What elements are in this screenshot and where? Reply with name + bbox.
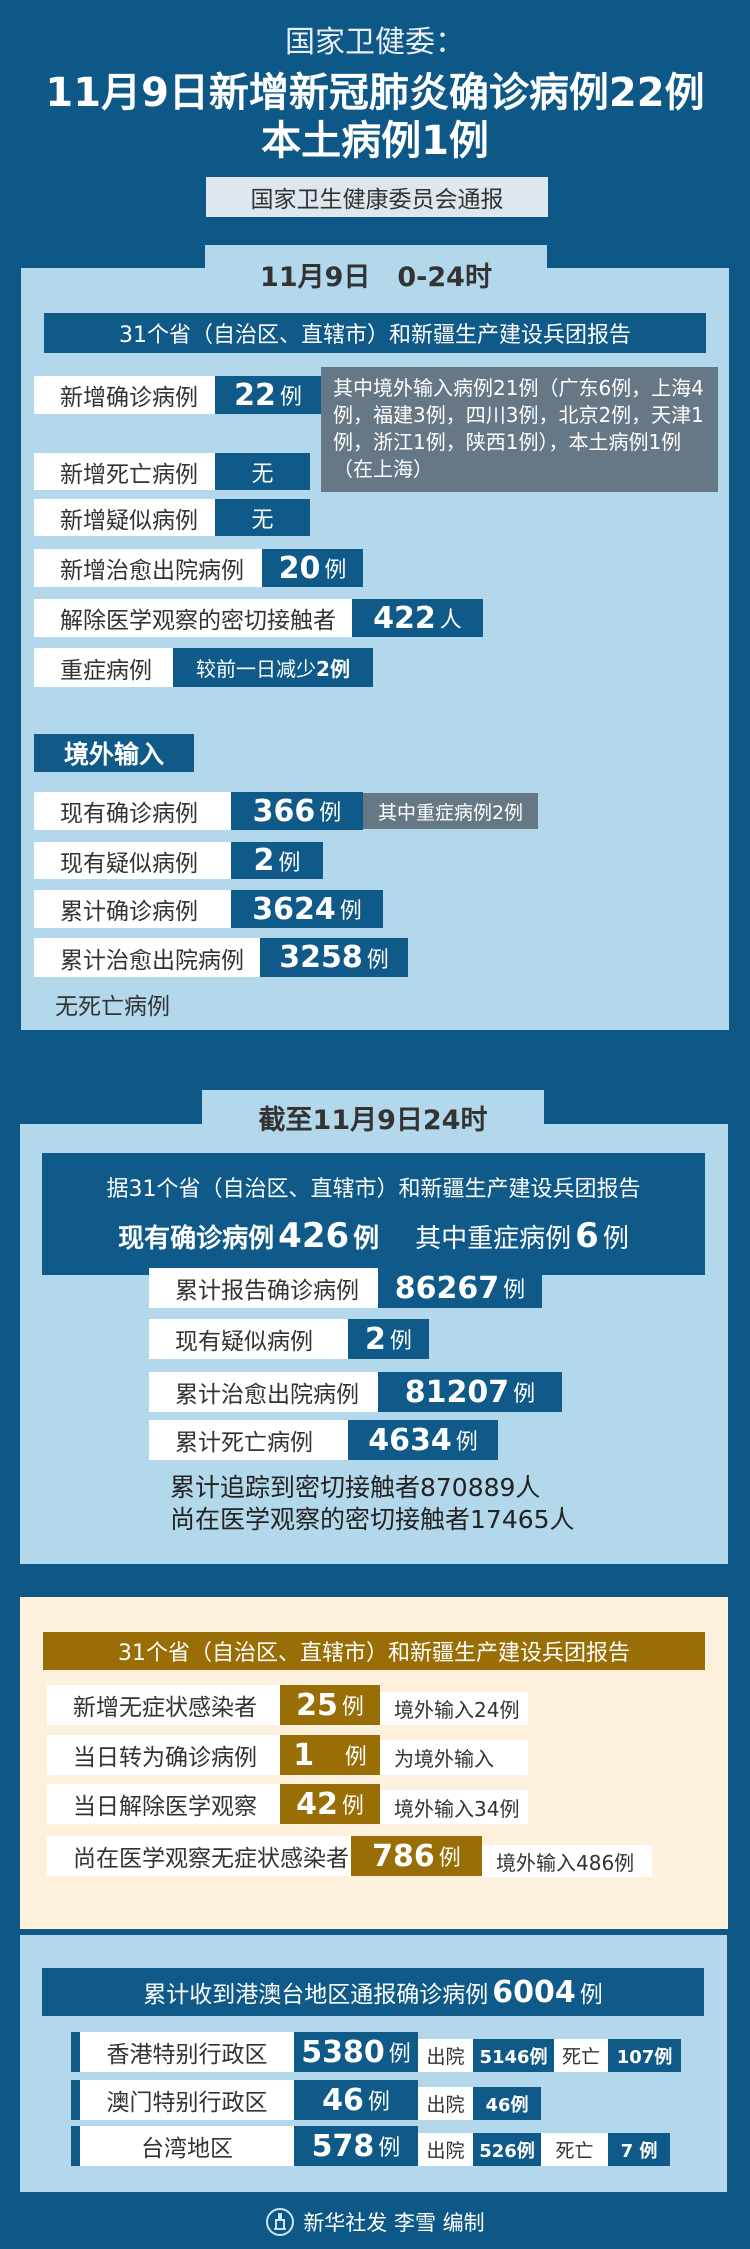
- current-suspected-label: 现有疑似病例: [149, 1319, 348, 1359]
- current-confirmed-unit: 例: [353, 1223, 380, 1254]
- imported-recovered-value: 3258 例: [260, 938, 408, 977]
- kicker: 国家卫健委：: [285, 25, 465, 60]
- hong-kong-discharged-value: 5146例: [473, 2039, 554, 2072]
- taiwan-death-label: 死亡: [541, 2133, 608, 2166]
- under-observation-note: 境外输入486例: [482, 1845, 652, 1877]
- released-contacts-value: 422 人: [352, 599, 483, 637]
- imported-current-label: 现有确诊病例: [34, 792, 231, 830]
- total-confirmed-label: 累计报告确诊病例: [149, 1268, 378, 1308]
- taiwan-region-label: 台湾地区: [80, 2126, 294, 2166]
- page-title: 11月9日新增新冠肺炎确诊病例22例: [45, 70, 705, 116]
- new-deaths-value: 无: [215, 453, 310, 490]
- cumulative-banner: 据31个省（自治区、直辖市）和新疆生产建设兵团报告 现有确诊病例 426 例 其…: [42, 1153, 705, 1275]
- taiwan-confirmed-value: 578 例: [294, 2126, 418, 2166]
- imported-total-label: 累计确诊病例: [34, 890, 231, 928]
- observed-contacts-text: 尚在医学观察的密切接触者17465人: [170, 1505, 575, 1534]
- hong-kong-region-label: 香港特别行政区: [80, 2032, 294, 2072]
- total-recovered-label: 累计治愈出院病例: [149, 1372, 378, 1412]
- cumulative-banner-text: 据31个省（自治区、直辖市）和新疆生产建设兵团报告: [106, 1177, 641, 1202]
- released-asymptomatic-note: 境外输入34例: [380, 1790, 528, 1824]
- confirmed-breakdown-note: 其中境外输入病例21例（广东6例，上海4例，福建3例，四川3例，北京2例，天津1…: [321, 367, 718, 492]
- row-marker: [71, 2126, 80, 2166]
- row-marker: [71, 2080, 80, 2120]
- current-confirmed-value: 426: [278, 1216, 350, 1256]
- hmt-total-unit: 例: [579, 1982, 603, 2008]
- converted-label: 当日转为确诊病例: [47, 1735, 280, 1775]
- new-asymptomatic-note: 境外输入24例: [380, 1692, 528, 1725]
- released-contacts-label: 解除医学观察的密切接触者: [34, 599, 352, 637]
- new-suspected-label: 新增疑似病例: [34, 499, 215, 536]
- cumulative-tab-label: 截至11月9日24时: [258, 1104, 488, 1136]
- new-suspected-value: 无: [215, 499, 310, 536]
- released-asymptomatic-value: 42 例: [280, 1784, 380, 1824]
- current-severe-label: 其中重症病例: [415, 1223, 572, 1254]
- converted-note: 为境外输入: [380, 1740, 528, 1775]
- total-confirmed-value: 86267 例: [378, 1268, 542, 1308]
- source-label: 国家卫生健康委员会通报: [206, 177, 548, 217]
- new-asymptomatic-value: 25 例: [280, 1685, 380, 1725]
- macau-confirmed-value: 46 例: [294, 2080, 418, 2120]
- page-subtitle: 本土病例1例: [261, 118, 489, 164]
- current-severe-value: 6: [575, 1216, 599, 1256]
- severe-value: 较前一日减少 2例: [173, 648, 373, 687]
- no-death-text: 无死亡病例: [55, 994, 170, 1020]
- released-asymptomatic-label: 当日解除医学观察: [47, 1784, 280, 1824]
- current-confirmed-label: 现有确诊病例: [118, 1223, 275, 1254]
- footer-credit: 新华社发 李雪 编制: [303, 2211, 485, 2235]
- total-deaths-value: 4634 例: [348, 1420, 498, 1460]
- current-severe-unit: 例: [602, 1223, 629, 1254]
- imported-current-value: 366 例: [231, 792, 363, 830]
- row-marker: [71, 2032, 80, 2072]
- hong-kong-deaths-value: 107例: [608, 2039, 681, 2072]
- daily-tab-label: 11月9日 0-24时: [260, 261, 492, 293]
- taiwan-deaths-value: 7 例: [608, 2133, 670, 2166]
- xinhua-logo-icon: [266, 2208, 295, 2236]
- new-recovered-label: 新增治愈出院病例: [34, 549, 262, 587]
- new-deaths-label: 新增死亡病例: [34, 453, 215, 490]
- severe-label: 重症病例: [34, 648, 173, 687]
- new-confirmed-label: 新增确诊病例: [34, 376, 215, 414]
- imported-total-value: 3624 例: [231, 890, 383, 928]
- new-confirmed-value: 22 例: [215, 376, 321, 414]
- imported-heading: 境外输入: [34, 734, 194, 772]
- hmt-total-value: 6004: [492, 1974, 576, 2010]
- imported-recovered-label: 累计治愈出院病例: [34, 938, 260, 977]
- total-recovered-value: 81207 例: [378, 1372, 562, 1412]
- taiwan-discharged-value: 526例: [473, 2133, 541, 2166]
- under-observation-label: 尚在医学观察无症状感染者: [47, 1836, 351, 1876]
- footer: 新华社发 李雪 编制: [0, 2205, 750, 2239]
- imported-severe-note: 其中重症病例2例: [363, 793, 538, 829]
- new-asymptomatic-label: 新增无症状感染者: [47, 1685, 280, 1725]
- hmt-banner: 累计收到港澳台地区通报确诊病例 6004 例: [42, 1968, 704, 2016]
- hong-kong-confirmed-value: 5380 例: [294, 2032, 418, 2072]
- traced-contacts-text: 累计追踪到密切接触者870889人: [170, 1473, 541, 1502]
- total-deaths-label: 累计死亡病例: [149, 1420, 348, 1460]
- hong-kong-discharged-label: 出院: [418, 2039, 473, 2072]
- new-recovered-value: 20 例: [262, 549, 363, 587]
- hmt-banner-text: 累计收到港澳台地区通报确诊病例: [143, 1982, 489, 2008]
- macau-region-label: 澳门特别行政区: [80, 2080, 294, 2120]
- taiwan-discharged-label: 出院: [418, 2133, 473, 2166]
- macau-discharged-label: 出院: [418, 2087, 473, 2120]
- macau-discharged-value: 46例: [473, 2087, 541, 2120]
- asymptomatic-banner: 31个省（自治区、直辖市）和新疆生产建设兵团报告: [43, 1632, 705, 1670]
- hong-kong-death-label: 死亡: [554, 2039, 608, 2072]
- daily-banner: 31个省（自治区、直辖市）和新疆生产建设兵团报告: [44, 313, 706, 353]
- under-observation-value: 786 例: [351, 1836, 482, 1876]
- imported-suspected-label: 现有疑似病例: [34, 842, 231, 879]
